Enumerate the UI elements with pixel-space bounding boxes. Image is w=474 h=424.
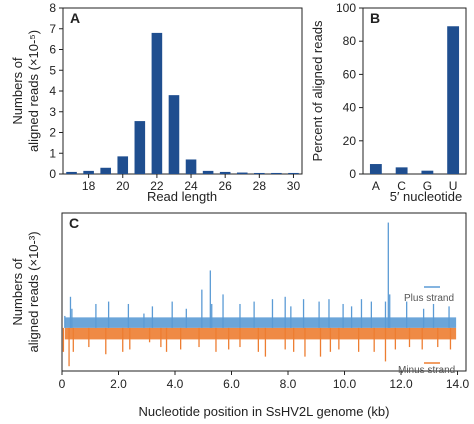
panel-c: C Nucleotide position in SsHV2L genome (… bbox=[10, 212, 470, 419]
panel-a-plot: 0 1 2 3 4 5 6 7 8 18 20 22 24 26 28 30 bbox=[49, 1, 300, 193]
bar-a-24 bbox=[185, 159, 197, 174]
panel-c-ylabel-line1: Numbers of bbox=[10, 258, 25, 326]
bar-a-23 bbox=[168, 95, 180, 174]
xtick-label-a-22: 22 bbox=[150, 179, 164, 193]
panel-a-ylabel-line1: Numbers of bbox=[10, 57, 25, 125]
panel-c-frame bbox=[61, 212, 467, 372]
ytick-label-a-5: 5 bbox=[49, 63, 56, 77]
plus-strand-baseline bbox=[64, 317, 457, 328]
xtick-label-b-A: A bbox=[372, 179, 380, 193]
bar-a-29 bbox=[271, 172, 282, 174]
panel-a-xlabel: Read length bbox=[147, 189, 217, 204]
ytick-label-b-40: 40 bbox=[343, 101, 357, 115]
ytick-label-b-60: 60 bbox=[343, 67, 357, 81]
ytick-label-a-4: 4 bbox=[49, 84, 56, 98]
bar-a-18 bbox=[83, 170, 94, 174]
legend-minus-label: Minus strand bbox=[398, 365, 455, 376]
xtick-label-b-U: U bbox=[449, 179, 458, 193]
ytick-label-b-20: 20 bbox=[343, 134, 357, 148]
bar-a-21 bbox=[134, 121, 146, 174]
bar-a-20 bbox=[117, 156, 129, 174]
panel-c-label: C bbox=[69, 215, 79, 231]
ytick-label-a-2: 2 bbox=[49, 126, 56, 140]
ytick-label-a-3: 3 bbox=[49, 105, 56, 119]
bar-b-A bbox=[369, 164, 382, 174]
ytick-label-a-7: 7 bbox=[49, 22, 56, 36]
ytick-label-b-0: 0 bbox=[349, 167, 356, 181]
xtick-label-c-8.0: 8.0 bbox=[280, 377, 297, 391]
xtick-label-c-2.0: 2.0 bbox=[110, 377, 127, 391]
bar-a-30 bbox=[288, 172, 299, 174]
panel-c-plot: 0 2.0 4.0 6.0 8.0 10.0 12.0 14.0 bbox=[59, 222, 470, 391]
panel-b-xlabel: 5′ nucleotide bbox=[390, 189, 463, 204]
bar-a-26 bbox=[219, 171, 231, 174]
xtick-label-a-18: 18 bbox=[82, 179, 96, 193]
ytick-label-a-8: 8 bbox=[49, 1, 56, 15]
panel-a: A Read length Numbers of aligned reads (… bbox=[10, 1, 303, 204]
xtick-label-b-C: C bbox=[397, 179, 406, 193]
xtick-label-a-30: 30 bbox=[287, 179, 301, 193]
panel-b-ylabel: Percent of aligned reads bbox=[310, 20, 325, 161]
bar-b-U bbox=[447, 26, 460, 175]
ytick-label-a-1: 1 bbox=[49, 146, 56, 160]
bar-a-25 bbox=[202, 170, 214, 174]
xtick-label-c-0: 0 bbox=[59, 377, 66, 391]
minus-strand-baseline bbox=[64, 327, 457, 340]
ytick-label-b-100: 100 bbox=[336, 1, 356, 15]
panel-c-xlabel: Nucleotide position in SsHV2L genome (kb… bbox=[139, 404, 390, 419]
xtick-label-a-26: 26 bbox=[218, 179, 232, 193]
xtick-label-c-12.0: 12.0 bbox=[389, 377, 413, 391]
panel-a-frame bbox=[62, 7, 303, 175]
bar-b-G bbox=[421, 170, 434, 174]
xtick-label-b-G: G bbox=[423, 179, 432, 193]
panel-b-frame bbox=[362, 7, 467, 175]
ytick-label-b-80: 80 bbox=[343, 34, 357, 48]
panel-b: B 5′ nucleotide Percent of aligned reads… bbox=[310, 1, 467, 204]
xtick-label-a-28: 28 bbox=[253, 179, 267, 193]
legend-plus-label: Plus strand bbox=[404, 293, 454, 304]
xtick-label-c-10.0: 10.0 bbox=[333, 377, 357, 391]
bar-a-27 bbox=[236, 172, 248, 174]
bar-a-22 bbox=[151, 32, 163, 175]
panel-c-ylabel-line2: aligned reads (×10-³) bbox=[26, 231, 41, 352]
panel-b-label: B bbox=[370, 10, 380, 26]
xtick-label-c-6.0: 6.0 bbox=[223, 377, 240, 391]
ytick-label-a-0: 0 bbox=[49, 167, 56, 181]
xtick-label-a-24: 24 bbox=[184, 179, 198, 193]
xtick-label-c-4.0: 4.0 bbox=[167, 377, 184, 391]
ytick-label-a-6: 6 bbox=[49, 43, 56, 57]
panel-a-ylabel-line2: aligned reads (×10-⁵) bbox=[26, 30, 41, 152]
panel-a-label: A bbox=[70, 10, 80, 26]
bar-b-C bbox=[395, 167, 408, 174]
xtick-label-c-14.0: 14.0 bbox=[446, 377, 470, 391]
panel-b-plot: A C G U 0 20 40 60 80 100 bbox=[336, 1, 460, 193]
xtick-label-a-20: 20 bbox=[116, 179, 130, 193]
bar-a-19 bbox=[100, 167, 111, 174]
bar-a-28 bbox=[254, 172, 265, 174]
bar-a-17 bbox=[66, 171, 77, 174]
